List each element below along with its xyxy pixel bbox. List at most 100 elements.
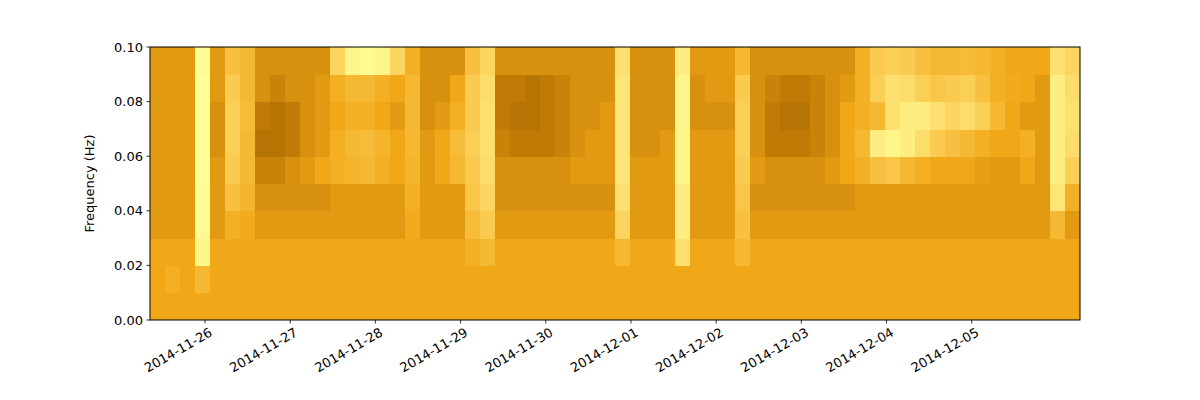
- heatmap-cell: [165, 129, 181, 157]
- heatmap-cell: [180, 129, 196, 157]
- heatmap-cell: [780, 293, 796, 320]
- heatmap-cell: [825, 265, 841, 293]
- heatmap-cell: [660, 129, 676, 157]
- heatmap-cell: [690, 238, 706, 266]
- heatmap-cell: [150, 129, 166, 157]
- heatmap-cell: [840, 265, 856, 293]
- heatmap-cell: [1035, 129, 1051, 157]
- heatmap-cell: [1035, 211, 1051, 239]
- heatmap-cell: [1065, 265, 1080, 293]
- heatmap-cell: [630, 238, 646, 266]
- heatmap-cell: [480, 265, 496, 293]
- heatmap-cell: [270, 129, 286, 157]
- x-tick: [290, 320, 291, 324]
- heatmap-cell: [195, 47, 211, 75]
- heatmap-cell: [660, 156, 676, 184]
- heatmap-cell: [585, 265, 601, 293]
- heatmap-cell: [960, 238, 976, 266]
- heatmap-cell: [465, 265, 481, 293]
- heatmap-cell: [360, 74, 376, 102]
- heatmap-cell: [615, 47, 631, 75]
- heatmap-cell: [360, 102, 376, 130]
- heatmap-cell: [645, 211, 661, 239]
- heatmap-cell: [510, 265, 526, 293]
- heatmap-cell: [825, 184, 841, 212]
- heatmap-cell: [600, 47, 616, 75]
- heatmap-cell: [345, 265, 361, 293]
- x-tick: [971, 320, 972, 324]
- heatmap-cell: [630, 129, 646, 157]
- heatmap-cell: [375, 102, 391, 130]
- heatmap-cell: [705, 129, 721, 157]
- heatmap-cell: [960, 156, 976, 184]
- heatmap-cell: [960, 47, 976, 75]
- heatmap-cell: [885, 293, 901, 320]
- heatmap-cell: [915, 265, 931, 293]
- heatmap-cell: [1020, 47, 1036, 75]
- heatmap-cell: [930, 238, 946, 266]
- heatmap-cell: [1020, 265, 1036, 293]
- heatmap-cell: [300, 211, 316, 239]
- heatmap-cell: [1005, 265, 1021, 293]
- heatmap-cell: [840, 293, 856, 320]
- heatmap-cell: [345, 211, 361, 239]
- heatmap-cell: [210, 156, 226, 184]
- heatmap-cell: [720, 293, 736, 320]
- heatmap-cell: [960, 265, 976, 293]
- heatmap-cell: [600, 265, 616, 293]
- heatmap-cell: [345, 156, 361, 184]
- heatmap-cell: [945, 238, 961, 266]
- heatmap-cell: [915, 129, 931, 157]
- heatmap-cell: [510, 47, 526, 75]
- heatmap-cell: [675, 238, 691, 266]
- heatmap-cell: [315, 74, 331, 102]
- heatmap-cell: [810, 293, 826, 320]
- heatmap-cell: [810, 102, 826, 130]
- heatmap-cell: [240, 184, 256, 212]
- heatmap-cell: [525, 238, 541, 266]
- heatmap-cell: [330, 129, 346, 157]
- heatmap-cell: [540, 293, 556, 320]
- heatmap-cell: [735, 74, 751, 102]
- heatmap-cell: [495, 129, 511, 157]
- heatmap-cell: [345, 184, 361, 212]
- heatmap-cell: [945, 47, 961, 75]
- heatmap-cell: [225, 74, 241, 102]
- heatmap-cell: [765, 47, 781, 75]
- heatmap-cell: [360, 238, 376, 266]
- heatmap-cell: [660, 184, 676, 212]
- heatmap-cell: [750, 156, 766, 184]
- heatmap-cell: [720, 102, 736, 130]
- heatmap-cell: [360, 47, 376, 75]
- heatmap-cell: [495, 293, 511, 320]
- heatmap-cell: [180, 184, 196, 212]
- heatmap-cell: [270, 293, 286, 320]
- heatmap-cell: [840, 129, 856, 157]
- chart-container: 0.000.020.040.060.080.102014-11-262014-1…: [0, 0, 1200, 400]
- heatmap-cell: [570, 265, 586, 293]
- y-tick: [147, 320, 151, 321]
- heatmap-cell: [990, 74, 1006, 102]
- heatmap-cell: [480, 184, 496, 212]
- heatmap-cell: [675, 129, 691, 157]
- heatmap-cell: [780, 156, 796, 184]
- heatmap-cell: [1065, 47, 1080, 75]
- heatmap-cell: [435, 238, 451, 266]
- heatmap-cell: [1020, 293, 1036, 320]
- heatmap-cell: [150, 47, 166, 75]
- heatmap-cell: [780, 47, 796, 75]
- heatmap-cell: [240, 102, 256, 130]
- heatmap-cell: [1065, 102, 1080, 130]
- heatmap-cell: [765, 211, 781, 239]
- x-tick: [716, 320, 717, 324]
- heatmap-cell: [1005, 156, 1021, 184]
- heatmap-cell: [795, 102, 811, 130]
- heatmap-cell: [795, 293, 811, 320]
- heatmap-cell: [555, 184, 571, 212]
- heatmap-cell: [975, 74, 991, 102]
- heatmap-cell: [1035, 184, 1051, 212]
- heatmap-cell: [255, 47, 271, 75]
- heatmap-cell: [945, 74, 961, 102]
- heatmap-cell: [315, 238, 331, 266]
- heatmap-cell: [795, 129, 811, 157]
